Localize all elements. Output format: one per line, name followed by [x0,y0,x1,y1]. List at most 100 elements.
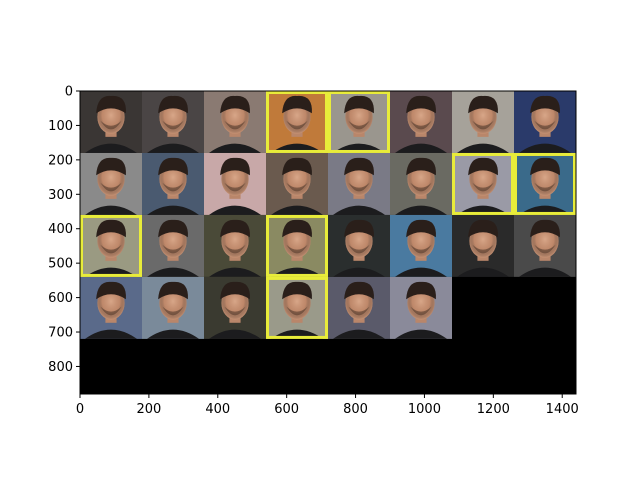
image-tile [142,214,204,277]
tile-hair [282,157,312,176]
tile-beard [286,182,308,192]
tile-hair [406,219,436,238]
image-tile [142,91,204,153]
tile-beard [100,182,122,192]
image-tile [452,214,514,277]
image-tile [452,91,514,153]
tile-hair [406,281,436,300]
tile-border [266,276,328,339]
image-tile [80,152,142,215]
tile-hair [468,95,498,114]
tile-shoulders [456,267,510,277]
tile-shoulders [332,205,386,215]
image-tile [328,152,390,215]
x-tick-label: 400 [205,402,230,417]
tile-beard [472,244,494,254]
tile-hair [96,95,126,114]
tile-shoulders [84,205,138,215]
tile-shoulders [518,143,572,153]
tile-beard [224,120,246,130]
x-tick-label: 1000 [408,402,441,417]
tile-hair [96,157,126,176]
y-tick-label: 600 [48,291,73,306]
tile-beard [410,182,432,192]
tile-hair [282,219,312,238]
tile-shoulders [146,329,200,339]
image-tile [266,152,328,215]
tile-hair [468,157,498,176]
image-tile [514,152,576,215]
y-tick-label: 800 [48,360,73,375]
tile-background [452,276,514,339]
image-tile [390,276,452,339]
tile-shoulders [394,205,448,215]
tile-beard [348,244,370,254]
plot-area [79,90,577,395]
tile-beard [162,120,184,130]
y-tick-label: 0 [65,85,73,100]
tile-shoulders [394,329,448,339]
x-tick-label: 0 [76,402,84,417]
tile-shoulders [270,205,324,215]
tile-beard [224,182,246,192]
image-tile [452,152,514,215]
image-tile [390,91,452,153]
tile-beard [534,182,556,192]
tile-shoulders [84,143,138,153]
tile-beard [224,244,246,254]
y-axis: 0 100 200 300 400 500 600 700 800 [48,85,80,375]
x-axis: 0 200 400 600 800 1000 1200 1400 [76,394,579,417]
tile-hair [344,157,374,176]
tile-hair [406,157,436,176]
tile-shoulders [208,143,262,153]
tile-hair [96,281,126,300]
x-tick-label: 800 [343,402,368,417]
tile-beard [162,244,184,254]
image-tile [328,91,390,153]
tile-beard [534,120,556,130]
image-tile [80,91,142,153]
image-tile [266,276,328,339]
y-tick-label: 700 [48,326,73,341]
image-tile [328,276,390,339]
tile-border [328,91,390,153]
tile-hair [282,281,312,300]
tile-hair [158,281,188,300]
image-tile [514,276,576,339]
tile-hair [344,281,374,300]
tile-beard [286,306,308,316]
tile-hair [406,95,436,114]
tile-border [80,214,142,277]
tile-hair [158,95,188,114]
tile-border [266,214,328,277]
tile-beard [224,306,246,316]
tile-shoulders [208,267,262,277]
tile-beard [162,306,184,316]
tile-beard [410,306,432,316]
tile-shoulders [208,205,262,215]
tile-beard [100,244,122,254]
image-tile [204,152,266,215]
x-tick-label: 1400 [546,402,579,417]
tile-beard [162,182,184,192]
image-tile [390,214,452,277]
image-tile [142,276,204,339]
y-tick-label: 400 [48,222,73,237]
x-tick-label: 1200 [477,402,510,417]
tile-beard [472,120,494,130]
tile-beard [286,244,308,254]
tile-beard [348,182,370,192]
tile-border [452,152,514,215]
tile-shoulders [456,143,510,153]
tile-hair [468,219,498,238]
tile-hair [158,157,188,176]
image-tile [328,214,390,277]
tile-border [266,91,328,153]
y-tick-label: 200 [48,153,73,168]
tile-beard [348,306,370,316]
image-tile [452,276,514,339]
image-tile [204,214,266,277]
tile-hair [220,219,250,238]
axes-frame [79,90,577,395]
tile-beard [100,120,122,130]
